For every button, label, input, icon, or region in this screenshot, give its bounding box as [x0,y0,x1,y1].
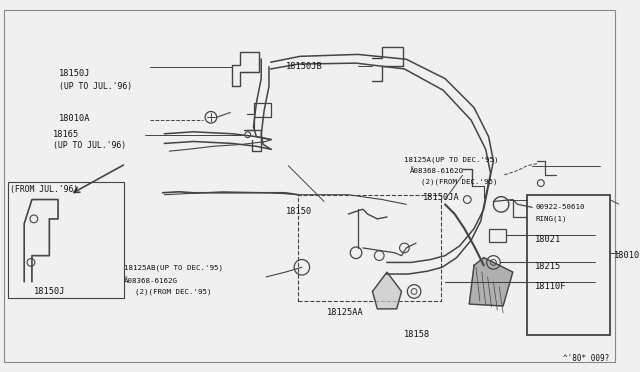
Text: 18010: 18010 [614,251,640,260]
Text: ^'80* 009?: ^'80* 009? [563,355,609,363]
Text: (2)(FROM DEC.'95): (2)(FROM DEC.'95) [421,178,497,185]
Bar [8,182,124,298]
Polygon shape [372,272,401,309]
Text: Å08368-6162G: Å08368-6162G [410,168,464,174]
Text: 18010A: 18010A [59,115,90,124]
Text: 18150JA: 18150JA [423,193,460,202]
Text: 18150J: 18150J [59,69,90,78]
Text: 18150JB: 18150JB [286,62,323,71]
Text: 18150: 18150 [286,207,312,216]
Text: 18125AA: 18125AA [327,308,364,317]
Text: 18125A(UP TO DEC.'95): 18125A(UP TO DEC.'95) [404,156,499,163]
Text: RING(1): RING(1) [535,215,566,221]
Text: 18215: 18215 [535,262,561,272]
Text: (FROM JUL.'96): (FROM JUL.'96) [10,185,78,194]
Bar [488,228,506,242]
Text: 18158: 18158 [404,330,431,339]
Text: 18110F: 18110F [535,282,566,291]
Bar [298,195,441,301]
Text: 18165: 18165 [53,130,79,139]
Text: Å08368-6162G: Å08368-6162G [124,277,178,283]
Text: (2)(FROM DEC.'95): (2)(FROM DEC.'95) [136,289,212,295]
Polygon shape [469,257,513,306]
Text: 18125AB(UP TO DEC.'95): 18125AB(UP TO DEC.'95) [124,264,223,271]
Text: 18150J: 18150J [34,286,65,296]
Text: (UP TO JUL.'96): (UP TO JUL.'96) [53,141,126,151]
Text: 18021: 18021 [535,235,561,244]
Text: 00922-50610: 00922-50610 [535,204,584,211]
Text: (UP TO JUL.'96): (UP TO JUL.'96) [59,81,132,90]
